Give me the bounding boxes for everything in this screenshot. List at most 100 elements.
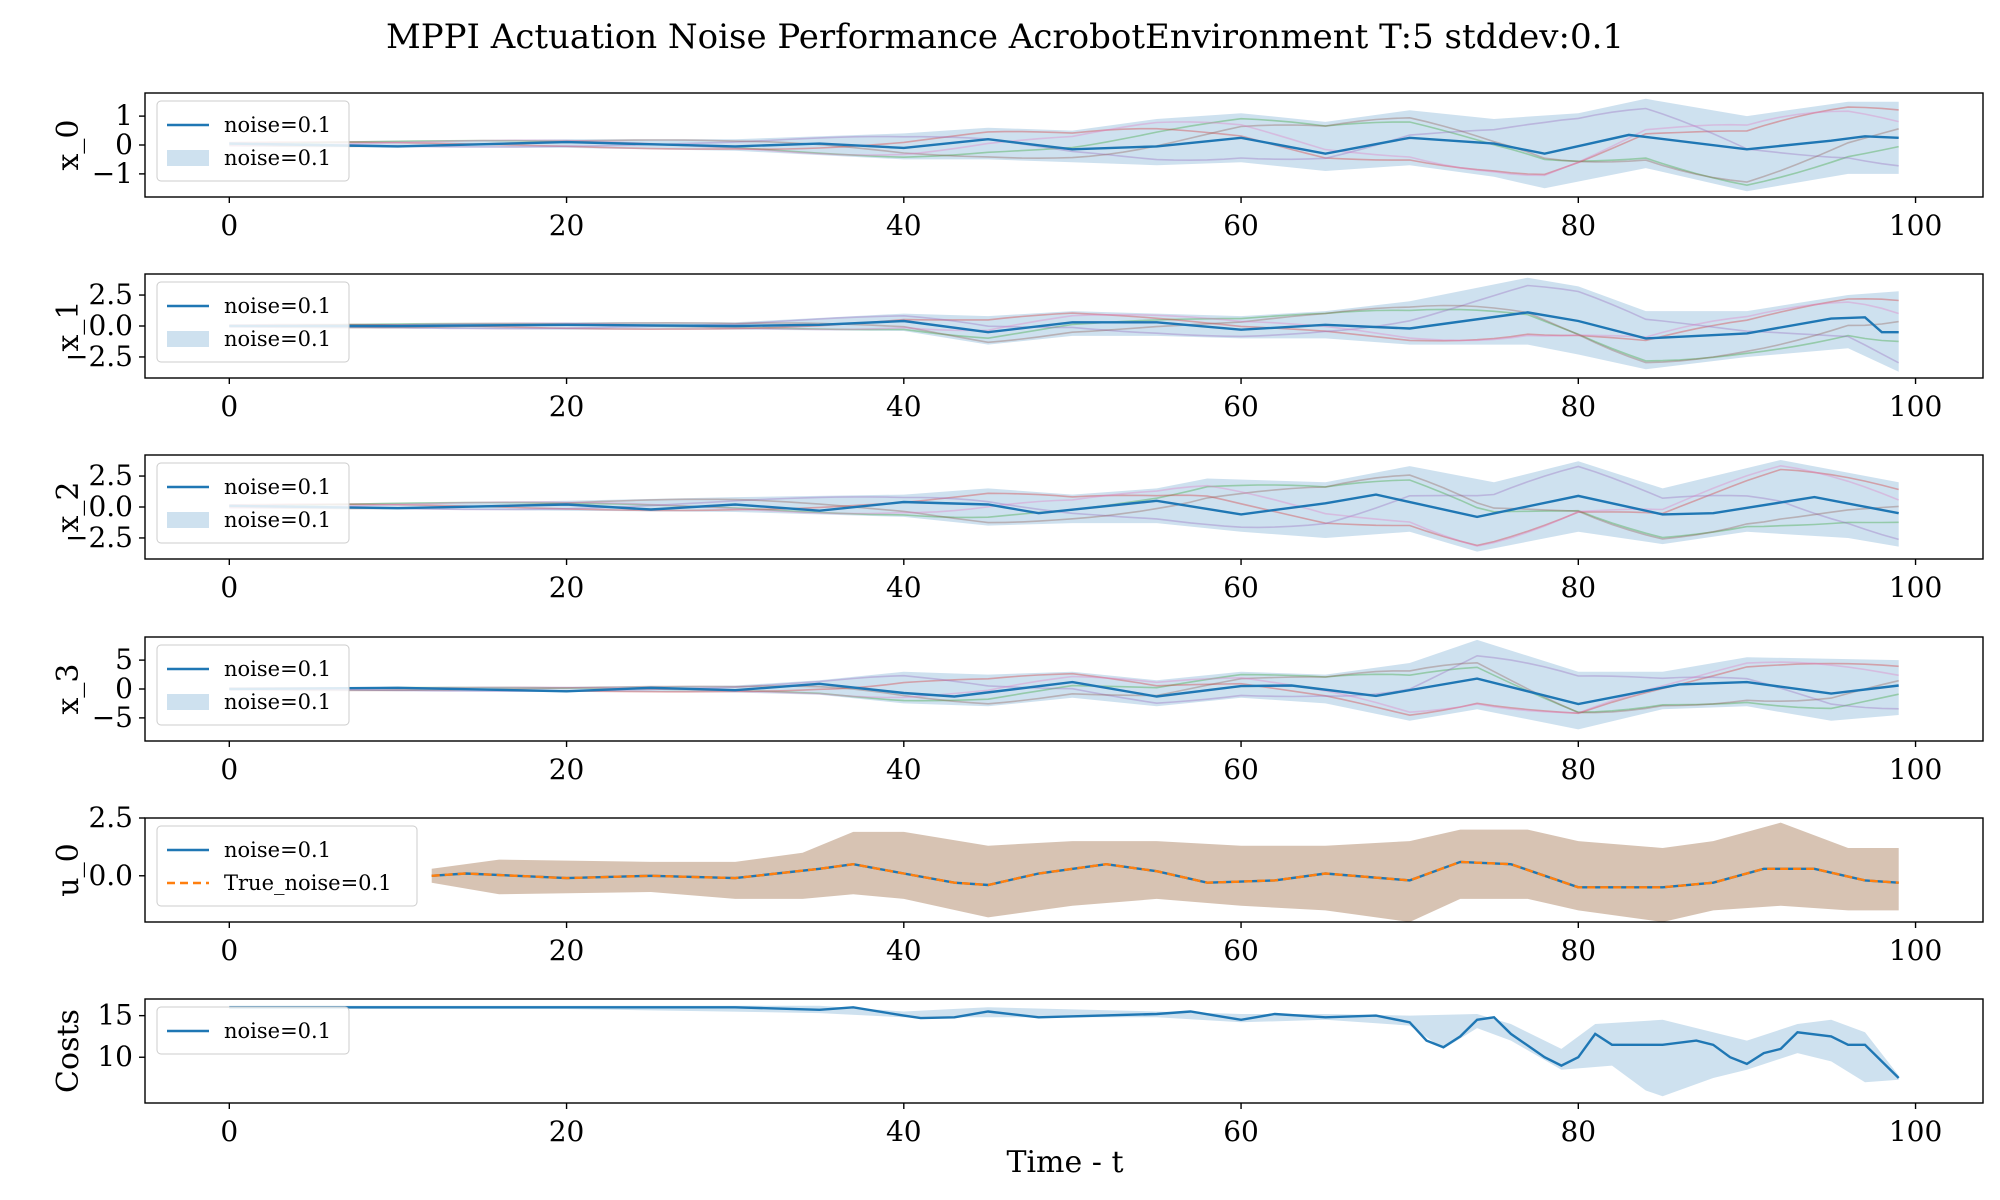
- x-tick-label: 40: [886, 934, 922, 967]
- legend-label: noise=0.1: [224, 838, 331, 862]
- x-tick-label: 40: [886, 571, 922, 604]
- legend-box: [156, 281, 350, 363]
- x-tick-label: 40: [886, 753, 922, 786]
- x-tick-label: 20: [549, 934, 585, 967]
- mean-line: [229, 493, 1899, 519]
- rollout-line: [229, 284, 1900, 364]
- x-tick-label: 80: [1560, 390, 1596, 423]
- x-tick-label: 100: [1889, 934, 1942, 967]
- legend: noise=0.1 noise=0.1: [156, 100, 350, 182]
- x-tick-label: 60: [1223, 753, 1259, 786]
- x-tick-label: 0: [220, 209, 238, 242]
- subplot-costs: 0 20 40 60 80 100 15 10 Costs noise=0.1: [51, 998, 1984, 1148]
- y-tick-label: −2.5: [65, 340, 133, 373]
- x-tick-label: 80: [1560, 209, 1596, 242]
- x-tick-label: 100: [1889, 753, 1942, 786]
- x-tick-label: 100: [1889, 209, 1942, 242]
- y-tick-label: 2.5: [88, 459, 133, 492]
- x-tick-label: 80: [1560, 571, 1596, 604]
- y-axis-label: x_3: [51, 663, 86, 714]
- rollout-line: [229, 464, 1899, 547]
- x-tick-label: 20: [549, 1115, 585, 1148]
- x-tick-label: 0: [220, 1115, 238, 1148]
- axes-frame: [144, 817, 1984, 923]
- axes-frame: [144, 998, 1984, 1104]
- mean-line: [229, 1006, 1900, 1079]
- legend-band-swatch: [167, 694, 209, 710]
- rollout-line: [229, 465, 1899, 541]
- x-tick-label: 20: [549, 753, 585, 786]
- legend-band-swatch: [167, 512, 209, 528]
- subplot-u0: 0 20 40 60 80 100 2.5 0.0u_0 noise=0.1 True_noise…: [51, 801, 1984, 967]
- x-tick-label: 80: [1560, 753, 1596, 786]
- x-axis-label: Time - t: [1006, 1145, 1123, 1180]
- y-tick-label: 5: [115, 643, 133, 676]
- plot-area: [229, 277, 1900, 372]
- x-tick-label: 80: [1560, 1115, 1596, 1148]
- x-tick-label: 40: [886, 209, 922, 242]
- true-line: [431, 860, 1899, 889]
- rollout-line: [229, 301, 1899, 342]
- legend-label: noise=0.1: [224, 690, 331, 714]
- x-tick-label: 0: [220, 934, 238, 967]
- x-tick-label: 40: [886, 1115, 922, 1148]
- legend-label: noise=0.1: [224, 146, 331, 170]
- y-tick-label: 2.5: [88, 801, 133, 834]
- x-tick-label: 20: [549, 571, 585, 604]
- y-tick-label: 0.0: [88, 309, 133, 342]
- x-tick-label: 20: [549, 390, 585, 423]
- y-axis-label: x_1: [51, 300, 86, 351]
- x-tick-label: 60: [1223, 209, 1259, 242]
- legend: noise=0.1 noise=0.1: [156, 644, 350, 726]
- y-axis-label: x_0: [51, 119, 86, 170]
- legend-band-swatch: [167, 331, 209, 347]
- rollout-line: [229, 297, 1899, 342]
- y-tick-label: 0.0: [88, 859, 133, 892]
- legend-band-swatch: [167, 150, 209, 166]
- y-tick-label: 0.0: [88, 490, 133, 523]
- legend: noise=0.1 True_noise=0.1: [156, 825, 418, 907]
- plot-area: [229, 460, 1899, 552]
- std-band: [229, 98, 1899, 192]
- y-axis-label: u_0: [51, 843, 86, 896]
- x-tick-label: 100: [1889, 571, 1942, 604]
- x-tick-label: 100: [1889, 1115, 1942, 1148]
- plot-area: [431, 822, 1899, 922]
- y-axis-label: x_2: [51, 481, 86, 532]
- legend: noise=0.1 noise=0.1: [156, 281, 350, 363]
- figure-title: MPPI Actuation Noise Performance Acrobot…: [386, 17, 1624, 57]
- rollout-line: [229, 106, 1899, 176]
- legend-label: noise=0.1: [224, 327, 331, 351]
- std-band: [229, 277, 1899, 372]
- x-tick-label: 100: [1889, 390, 1942, 423]
- y-tick-label: 2.5: [88, 278, 133, 311]
- legend-label: noise=0.1: [224, 508, 331, 532]
- rollout-line: [229, 110, 1899, 177]
- x-tick-label: 0: [220, 753, 238, 786]
- x-tick-label: 40: [886, 390, 922, 423]
- mean-line: [229, 677, 1899, 706]
- x-tick-label: 60: [1223, 934, 1259, 967]
- y-tick-label: 10: [97, 1040, 133, 1073]
- legend-box: [156, 644, 350, 726]
- std-band: [229, 460, 1899, 552]
- x-tick-label: 80: [1560, 934, 1596, 967]
- legend-label: noise=0.1: [224, 1019, 331, 1043]
- x-tick-label: 0: [220, 571, 238, 604]
- legend: noise=0.1 noise=0.1: [156, 462, 350, 544]
- y-tick-label: −2.5: [65, 521, 133, 554]
- legend: noise=0.1: [156, 1006, 350, 1055]
- rollout-line: [229, 107, 1899, 167]
- legend-label: True_noise=0.1: [224, 871, 392, 895]
- rollout-line: [229, 666, 1899, 714]
- legend-label: noise=0.1: [224, 113, 331, 137]
- y-tick-label: 0: [115, 128, 133, 161]
- legend-label: noise=0.1: [224, 475, 331, 499]
- x-tick-label: 0: [220, 390, 238, 423]
- rollout-line: [229, 468, 1899, 547]
